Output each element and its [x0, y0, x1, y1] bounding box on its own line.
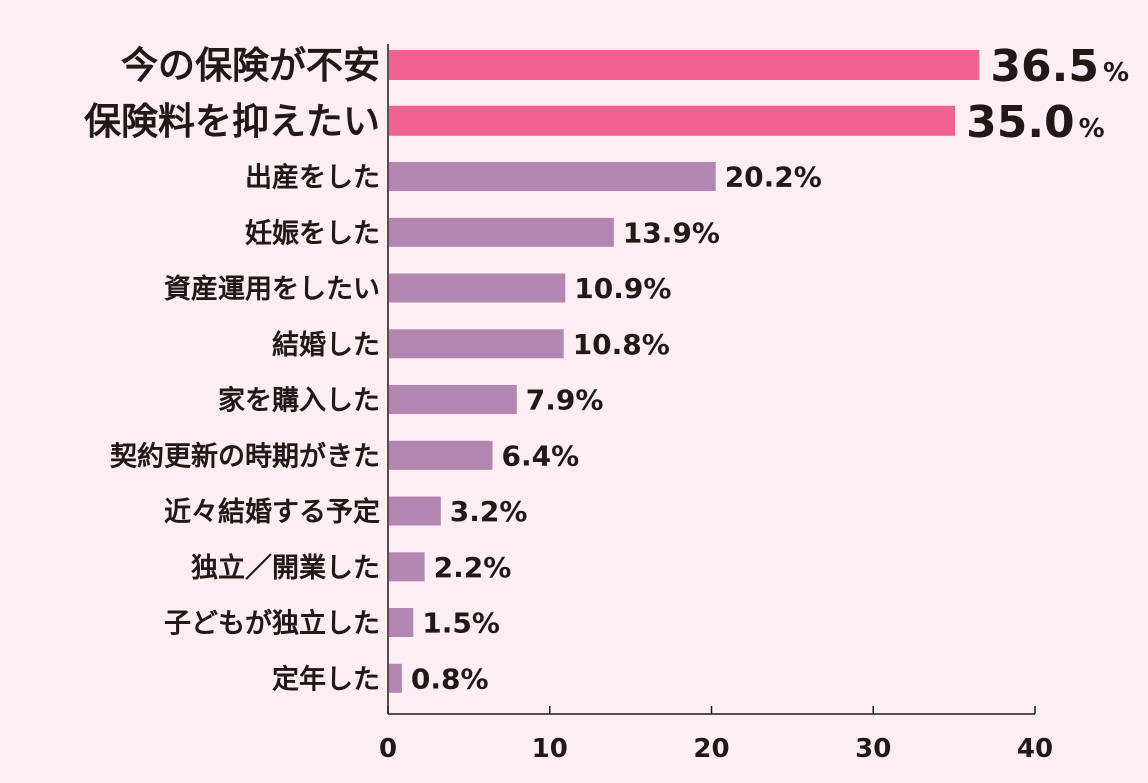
category-label-9: 近々結婚する予定 [164, 496, 380, 528]
category-label-4: 妊娠をした [245, 218, 380, 249]
category-label-7: 家を購入した [218, 385, 380, 417]
value-label-6: 10.8% [573, 328, 670, 361]
value-label-9: 3.2% [450, 495, 528, 528]
bar-1 [389, 50, 980, 80]
category-label-2: 保険料を抑えたい [84, 100, 380, 143]
x-tick-label-20: 20 [693, 734, 729, 764]
x-tick-label-10: 10 [532, 734, 568, 764]
category-label-5: 資産運用をしたい [164, 273, 380, 305]
value-label-11: 1.5% [422, 607, 500, 640]
bar-5 [389, 273, 566, 303]
x-axis: 0 10 20 30 40 [379, 44, 1053, 764]
value-label-12: 0.8% [411, 662, 489, 695]
labels-layer: 今の保険が不安 36.5 % 保険料を抑えたい 35.0 % 出産をした 20.2% 妊娠をした… [84, 41, 1129, 695]
category-label-3: 出産をした [245, 162, 380, 194]
value-label-1: 36.5% [990, 41, 1129, 92]
bar-2 [389, 105, 956, 136]
value-label-7: 7.9% [526, 384, 604, 417]
bars-layer [389, 50, 980, 693]
bar-3 [389, 162, 716, 191]
bar-6 [389, 329, 564, 359]
value-label-5: 10.9% [574, 272, 671, 305]
bar-9 [389, 496, 441, 526]
value-label-3: 20.2% [725, 161, 822, 194]
bar-8 [389, 440, 493, 470]
category-label-10: 独立／開業した [191, 552, 380, 584]
category-label-12: 定年した [272, 663, 380, 695]
bar-10 [389, 552, 425, 582]
category-label-1: 今の保険が不安 [121, 44, 380, 87]
bar-11 [389, 608, 414, 637]
value-label-4: 13.9% [623, 216, 720, 249]
x-tick-label-30: 30 [855, 734, 891, 764]
value-label-10: 2.2% [434, 551, 512, 584]
value-label-8: 6.4% [502, 439, 580, 472]
x-tick-label-40: 40 [1017, 734, 1053, 764]
category-label-11: 子どもが独立した [164, 608, 380, 640]
value-label-2: 35.0% [966, 97, 1105, 148]
bar-12 [389, 663, 402, 693]
x-tick-label-0: 0 [379, 734, 397, 764]
bar-7 [389, 385, 517, 414]
bar-4 [389, 217, 614, 247]
category-label-6: 結婚した [272, 329, 380, 361]
category-label-8: 契約更新の時期がきた [110, 440, 380, 472]
